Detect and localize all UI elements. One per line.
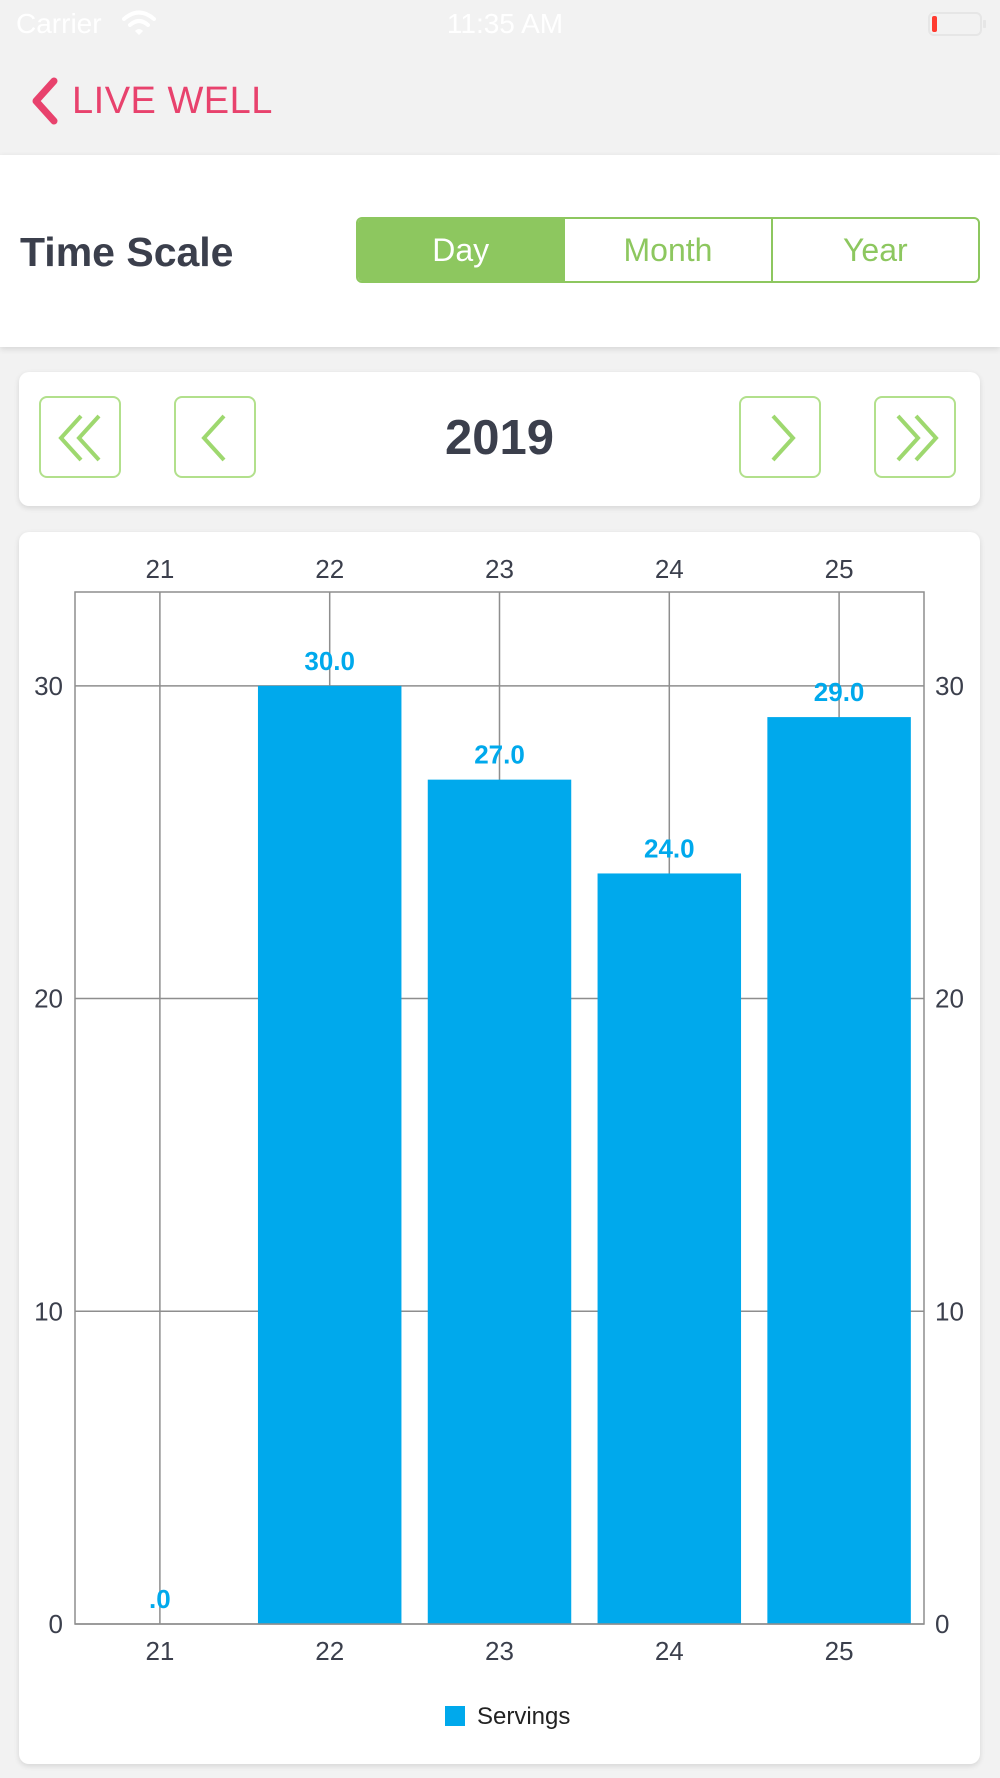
data-label-23: 27.0 [474, 740, 525, 770]
double-chevron-right-icon [896, 414, 939, 462]
segment-year[interactable]: Year [770, 219, 978, 281]
x-tick-label-top: 24 [655, 554, 684, 584]
bar-24 [597, 873, 742, 1624]
chevron-right-icon [771, 414, 796, 462]
x-tick-label-bottom: 25 [825, 1636, 854, 1666]
segment-day[interactable]: Day [358, 219, 564, 281]
chevron-left-icon [201, 414, 226, 462]
battery-icon [928, 12, 986, 36]
year-navigator: 2019 [19, 372, 980, 506]
wifi-icon [122, 10, 156, 43]
x-tick-label-top: 21 [145, 554, 174, 584]
clock: 11:35 AM [446, 8, 564, 39]
x-tick-label-top: 23 [485, 554, 514, 584]
previous-button[interactable] [174, 396, 256, 478]
y-tick-label-right: 30 [935, 671, 964, 701]
bar-22 [257, 685, 402, 1624]
time-scale-segmented-control: Day Month Year [356, 217, 980, 283]
data-label-22: 30.0 [304, 646, 355, 676]
legend-label: Servings [477, 1703, 570, 1730]
x-tick-label-bottom: 23 [485, 1636, 514, 1666]
status-bar: Carrier 11:35 AM [0, 0, 1000, 50]
navigation-bar: LIVE WELL [0, 50, 1000, 152]
carrier-label: Carrier [16, 8, 102, 39]
year-label: 2019 [444, 411, 554, 465]
x-tick-label-bottom: 22 [315, 1636, 344, 1666]
time-scale-label: Time Scale [20, 229, 234, 275]
legend-swatch [445, 1706, 465, 1726]
double-chevron-left-icon [58, 414, 101, 462]
chevron-left-icon [32, 77, 58, 125]
x-tick-label-top: 25 [825, 554, 854, 584]
y-tick-label-left: 30 [34, 671, 63, 701]
time-scale-panel: Time Scale Day Month Year [0, 155, 1000, 347]
chart-card: .0 30.0 27.0 24.0 29.0 21 21 22 22 23 23 24 24 25 25 0 0… [19, 532, 980, 1764]
bar-23 [427, 779, 572, 1624]
first-page-button[interactable] [39, 396, 121, 478]
y-tick-label-right: 20 [935, 984, 964, 1014]
y-tick-label-right: 0 [935, 1609, 949, 1639]
plot-frame [74, 591, 925, 1625]
segment-month[interactable]: Month [563, 219, 770, 281]
y-tick-label-right: 10 [935, 1296, 964, 1326]
y-tick-label-left: 0 [49, 1609, 63, 1639]
next-button[interactable] [739, 396, 821, 478]
data-label-25: 29.0 [814, 677, 865, 707]
y-tick-label-left: 20 [34, 984, 63, 1014]
data-label-24: 24.0 [644, 833, 695, 863]
bar-25 [767, 717, 911, 1624]
y-tick-label-left: 10 [34, 1296, 63, 1326]
data-label-21: .0 [149, 1584, 171, 1614]
x-tick-label-bottom: 21 [145, 1636, 174, 1666]
back-button[interactable]: LIVE WELL [28, 76, 273, 126]
servings-bar-chart: .0 30.0 27.0 24.0 29.0 21 21 22 22 23 23 24 24 25 25 0 0… [34, 554, 964, 1730]
last-page-button[interactable] [874, 396, 956, 478]
back-button-label: LIVE WELL [72, 79, 273, 122]
x-tick-label-top: 22 [315, 554, 344, 584]
x-tick-label-bottom: 24 [655, 1636, 684, 1666]
